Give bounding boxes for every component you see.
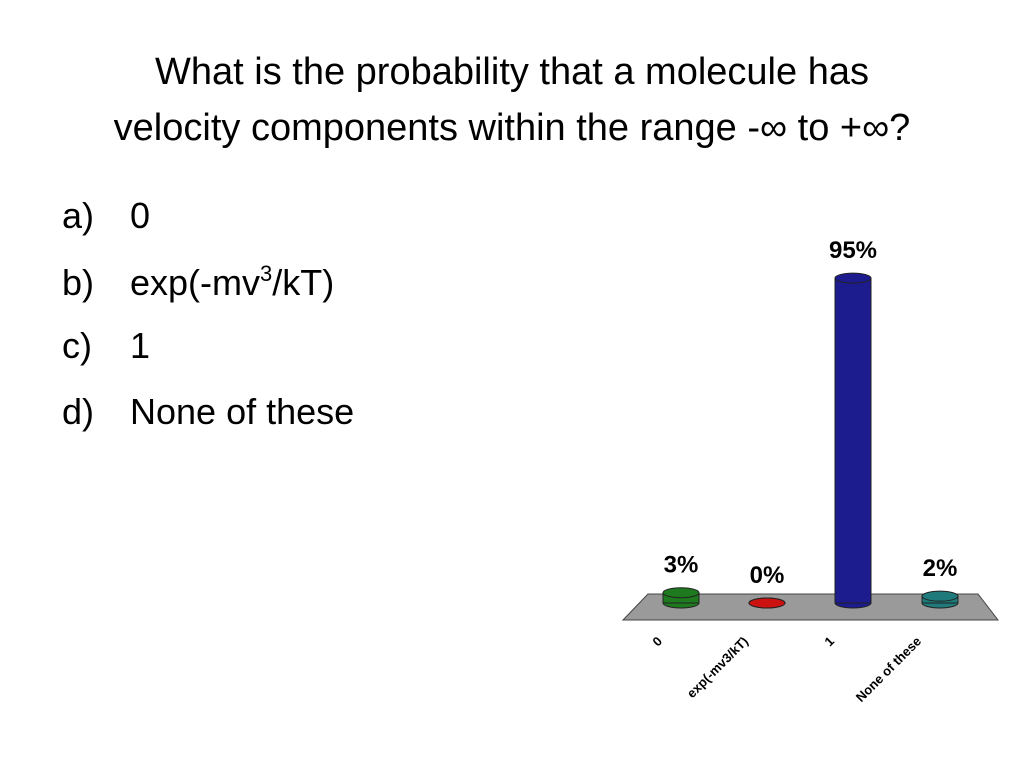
option-marker: b) (62, 262, 94, 303)
option-text: 0 (130, 195, 150, 236)
option-text-part: /kT) (272, 262, 334, 303)
x-tick-label: 1 (821, 634, 837, 650)
option-marker: a) (62, 195, 94, 236)
value-label: 0% (750, 562, 785, 589)
x-tick-label: 0 (649, 634, 665, 650)
bar-top (748, 597, 786, 609)
x-tick-label: exp(-mv3/kT) (684, 634, 751, 701)
option-marker: d) (62, 391, 94, 432)
bar-top (921, 590, 959, 602)
value-label: 3% (664, 552, 699, 579)
x-tick-label: None of these (853, 634, 924, 705)
option-marker: c) (62, 325, 92, 366)
value-label: 2% (923, 555, 958, 582)
bar-top (662, 587, 700, 599)
option-sup: 3 (260, 261, 272, 286)
bar (834, 277, 872, 604)
option-text: 1 (130, 325, 150, 366)
option-text-part: exp(-mv (130, 262, 260, 303)
value-label: 95% (829, 237, 877, 264)
option-text: None of these (130, 391, 354, 432)
bar-top (834, 272, 872, 284)
title-line: What is the probability that a molecule … (155, 51, 869, 93)
option-text: exp(-mv3/kT) (130, 261, 334, 303)
title-line: velocity components within the range -∞ … (114, 107, 911, 149)
